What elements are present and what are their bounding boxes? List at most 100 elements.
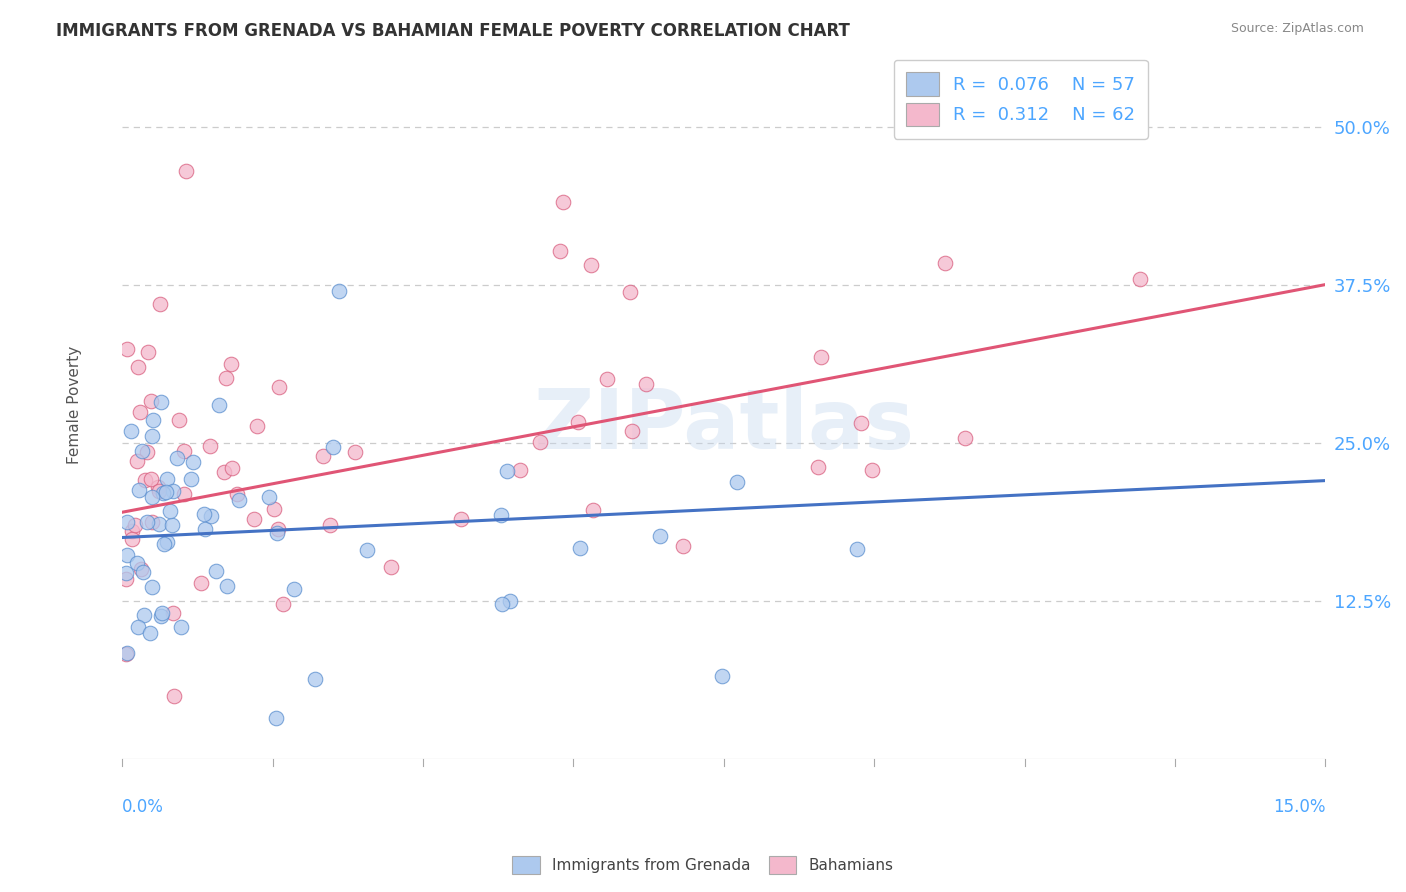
Point: [173, 486, 195, 500]
Point: [636, 376, 658, 391]
Point: [150, 606, 173, 620]
Point: [208, 397, 231, 411]
Point: [953, 431, 976, 445]
Point: [159, 503, 181, 517]
Point: [181, 455, 204, 469]
Point: [619, 285, 641, 299]
Point: [246, 419, 269, 434]
Point: [149, 609, 172, 624]
Point: [934, 256, 956, 270]
Point: [139, 625, 162, 640]
Point: [190, 575, 212, 590]
Point: [156, 472, 179, 486]
Point: [264, 710, 287, 724]
Point: [141, 429, 163, 443]
Point: [356, 543, 378, 558]
Point: [845, 542, 868, 557]
Point: [115, 646, 138, 660]
Point: [162, 484, 184, 499]
Point: [169, 413, 191, 427]
Point: [139, 472, 162, 486]
Point: [131, 444, 153, 458]
Point: [273, 597, 295, 611]
Point: [141, 490, 163, 504]
Point: [163, 689, 186, 703]
Point: [194, 522, 217, 536]
Point: [117, 516, 139, 530]
Point: [328, 284, 350, 298]
Legend: Immigrants from Grenada, Bahamians: Immigrants from Grenada, Bahamians: [506, 850, 900, 880]
Point: [115, 647, 138, 661]
Point: [121, 424, 143, 438]
Point: [135, 516, 157, 530]
Point: [228, 493, 250, 508]
Point: [155, 484, 177, 499]
Point: [141, 393, 163, 408]
Point: [135, 444, 157, 458]
Point: [672, 539, 695, 553]
Text: ZIPatlas: ZIPatlas: [533, 385, 914, 467]
Point: [115, 342, 138, 356]
Point: [129, 562, 152, 576]
Point: [166, 450, 188, 465]
Point: [860, 463, 883, 477]
Point: [567, 415, 589, 429]
Point: [553, 195, 575, 210]
Point: [162, 606, 184, 620]
Point: [304, 672, 326, 686]
Point: [156, 535, 179, 549]
Point: [226, 486, 249, 500]
Point: [650, 529, 672, 543]
Point: [267, 522, 290, 536]
Point: [582, 502, 605, 516]
Point: [198, 439, 221, 453]
Point: [150, 395, 173, 409]
Point: [215, 579, 238, 593]
Point: [489, 508, 512, 523]
Point: [180, 472, 202, 486]
Point: [810, 350, 832, 364]
Point: [129, 404, 152, 418]
Point: [710, 668, 733, 682]
Point: [124, 518, 146, 533]
Point: [807, 459, 830, 474]
Point: [269, 379, 291, 393]
Point: [127, 359, 149, 374]
Point: [219, 358, 242, 372]
Point: [115, 548, 138, 562]
Point: [121, 533, 143, 547]
Point: [450, 512, 472, 526]
Point: [152, 486, 174, 500]
Point: [548, 244, 571, 258]
Point: [170, 620, 193, 634]
Point: [149, 297, 172, 311]
Text: Source: ZipAtlas.com: Source: ZipAtlas.com: [1230, 22, 1364, 36]
Point: [127, 620, 149, 634]
Point: [849, 416, 872, 430]
Point: [529, 434, 551, 449]
Point: [257, 490, 280, 504]
Point: [243, 512, 266, 526]
Point: [200, 508, 222, 523]
Point: [496, 464, 519, 478]
Point: [620, 424, 643, 438]
Point: [214, 371, 236, 385]
Text: 0.0%: 0.0%: [122, 797, 165, 815]
Point: [193, 508, 215, 522]
Point: [311, 449, 333, 463]
Point: [134, 607, 156, 622]
Point: [125, 454, 148, 468]
Point: [509, 463, 531, 477]
Point: [173, 444, 195, 458]
Point: [380, 560, 402, 574]
Point: [134, 473, 156, 487]
Point: [579, 258, 602, 272]
Point: [148, 484, 170, 499]
Point: [221, 461, 243, 475]
Legend: R =  0.076    N = 57, R =  0.312    N = 62: R = 0.076 N = 57, R = 0.312 N = 62: [894, 60, 1147, 138]
Point: [727, 475, 749, 489]
Point: [142, 413, 165, 427]
Point: [499, 594, 522, 608]
Point: [322, 440, 344, 454]
Point: [121, 524, 143, 538]
